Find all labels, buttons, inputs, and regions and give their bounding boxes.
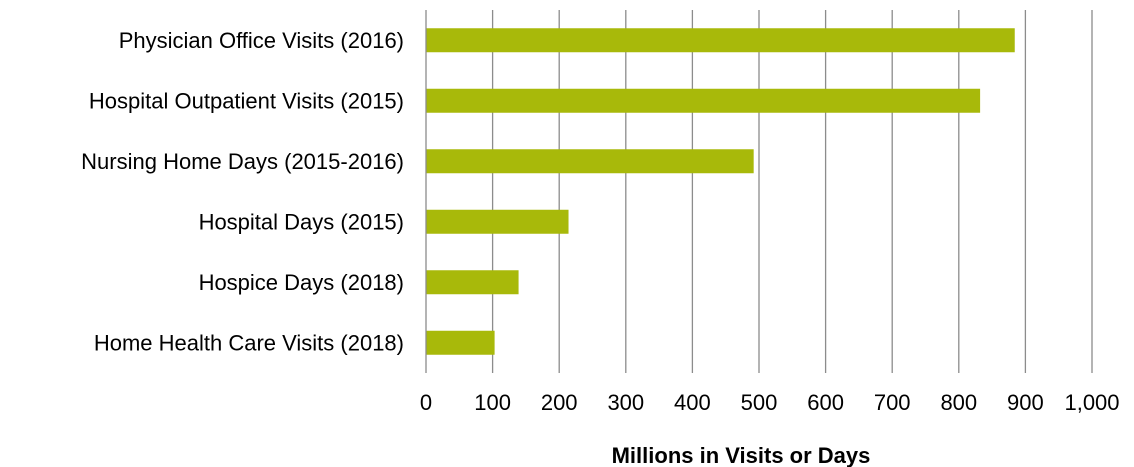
gridlines bbox=[491, 10, 1093, 373]
x-tick-label: 700 bbox=[874, 390, 911, 415]
x-tick-label: 200 bbox=[541, 390, 578, 415]
x-tick-label: 500 bbox=[741, 390, 778, 415]
category-label: Home Health Care Visits (2018) bbox=[94, 330, 404, 355]
category-label: Hospital Days (2015) bbox=[199, 209, 404, 234]
bar bbox=[426, 88, 981, 113]
x-tick-label: 400 bbox=[674, 390, 711, 415]
bar bbox=[426, 209, 569, 234]
category-label: Physician Office Visits (2016) bbox=[119, 28, 404, 53]
x-tick-label: 900 bbox=[1007, 390, 1044, 415]
category-label: Hospital Outpatient Visits (2015) bbox=[89, 88, 404, 113]
x-tick-label: 1,000 bbox=[1064, 390, 1119, 415]
x-tick-labels: 0 100 200 300 400 500 600 700 800 900 1,000 bbox=[420, 390, 1120, 415]
bar bbox=[426, 149, 754, 174]
x-tick-label: 600 bbox=[807, 390, 844, 415]
bars bbox=[426, 28, 1015, 355]
bar bbox=[426, 28, 1015, 53]
bar bbox=[426, 330, 495, 355]
x-tick-label: 800 bbox=[940, 390, 977, 415]
x-tick-label: 100 bbox=[474, 390, 511, 415]
x-tick-label: 0 bbox=[420, 390, 432, 415]
x-axis-title: Millions in Visits or Days bbox=[612, 443, 871, 467]
category-label: Nursing Home Days (2015-2016) bbox=[81, 149, 404, 174]
category-labels: Physician Office Visits (2016) Hospital O… bbox=[81, 28, 404, 356]
x-tick-label: 300 bbox=[607, 390, 644, 415]
bar bbox=[426, 270, 519, 295]
category-label: Hospice Days (2018) bbox=[199, 270, 404, 295]
